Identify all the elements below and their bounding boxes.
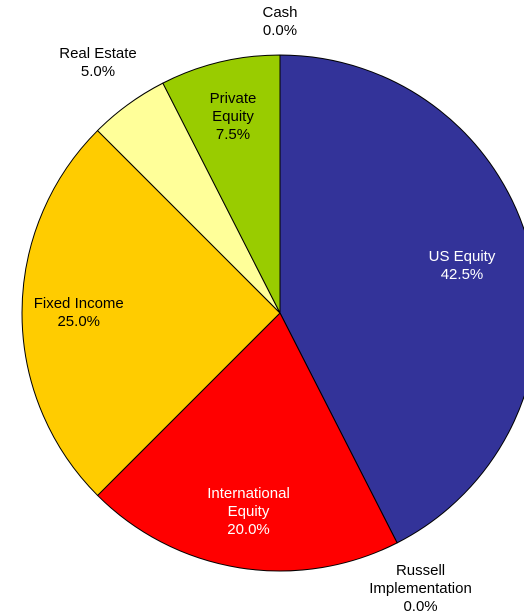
slice-value: 7.5% bbox=[215, 126, 251, 144]
slice-value: 0.0% bbox=[403, 597, 438, 613]
slice-label: Real Estate 5.0% bbox=[38, 45, 158, 81]
slice-label: Private Equity 7.5% bbox=[188, 90, 278, 144]
slice-label: International Equity 20.0% bbox=[204, 485, 294, 539]
slice-name: Cash bbox=[262, 4, 298, 21]
slice-name: Real Estate bbox=[59, 44, 137, 62]
slice-name: US Equity bbox=[428, 248, 496, 266]
slice-label: Russell Implementation 0.0% bbox=[361, 562, 481, 613]
slice-name: International Equity bbox=[207, 484, 290, 520]
pie-slice bbox=[21, 129, 281, 497]
pie-slice bbox=[162, 54, 281, 314]
slice-value: 25.0% bbox=[57, 313, 101, 330]
pie-slice bbox=[96, 312, 398, 572]
slice-name: Fixed Income bbox=[33, 295, 124, 312]
slice-name: Private Equity bbox=[209, 90, 257, 126]
slice-label: Fixed Income 25.0% bbox=[19, 295, 139, 331]
pie-slice bbox=[279, 54, 524, 544]
slice-label: US Equity 42.5% bbox=[422, 248, 502, 284]
slice-value: 0.0% bbox=[262, 22, 298, 39]
slice-label: Cash 0.0% bbox=[220, 4, 340, 40]
slice-value: 20.0% bbox=[227, 520, 270, 538]
slice-name: Russell Implementation bbox=[369, 561, 472, 597]
slice-value: 5.0% bbox=[80, 62, 116, 80]
slice-value: 42.5% bbox=[440, 266, 484, 284]
